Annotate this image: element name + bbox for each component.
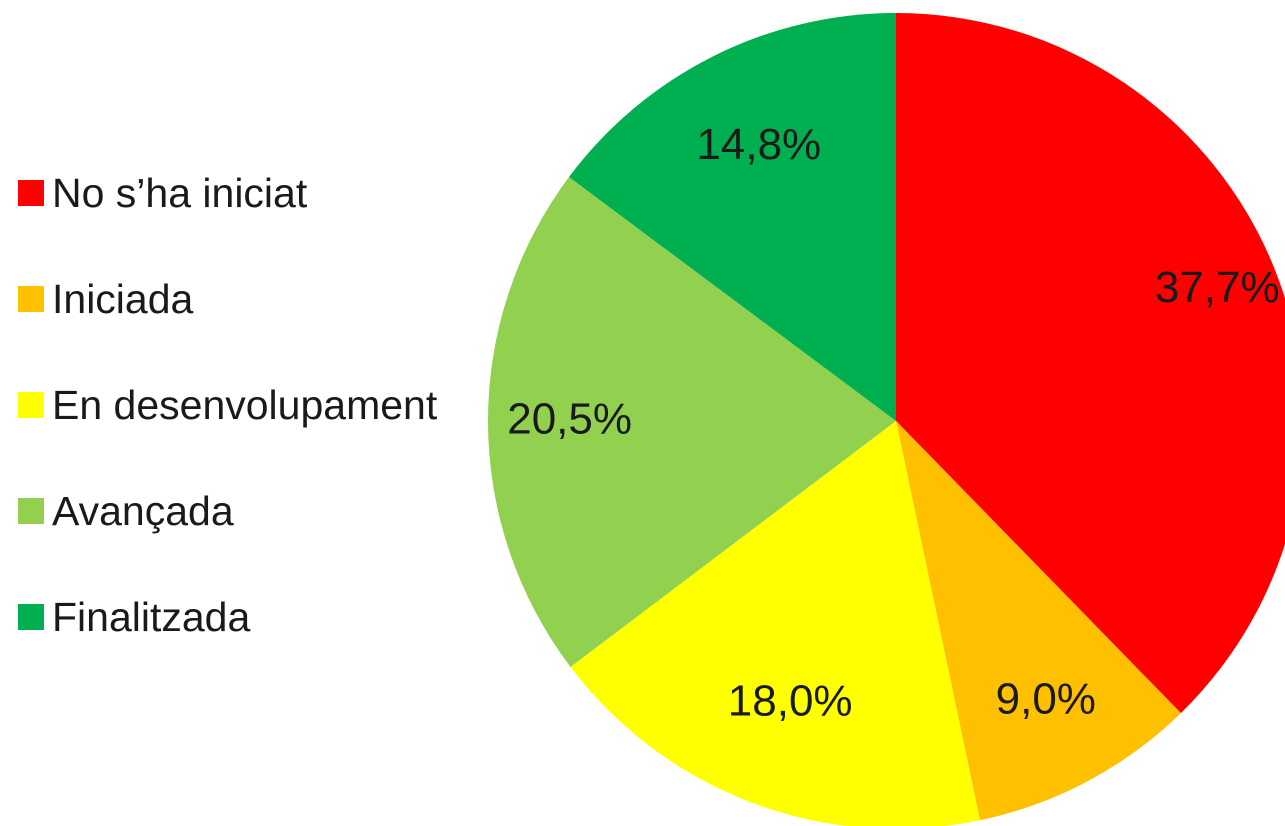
- slice-data-label: 14,8%: [696, 120, 821, 169]
- legend-swatch: [18, 286, 44, 312]
- pie-slice: [568, 13, 896, 421]
- pie-slice: [896, 421, 1181, 821]
- legend-item-avancada: Avançada: [18, 478, 488, 544]
- legend-label: Finalitzada: [52, 593, 251, 640]
- pie-slice: [488, 177, 896, 667]
- slice-data-label: 20,5%: [507, 395, 632, 444]
- legend-label: No s’ha iniciat: [52, 169, 308, 216]
- legend: No s’ha iniciat Iniciada En desenvolupam…: [18, 160, 488, 650]
- legend-item-finalitzada: Finalitzada: [18, 584, 488, 650]
- slice-data-label: 9,0%: [996, 674, 1096, 723]
- legend-item-no-sha-iniciat: No s’ha iniciat: [18, 160, 488, 226]
- legend-swatch: [18, 498, 44, 524]
- legend-swatch: [18, 604, 44, 630]
- legend-item-en-desenvolupament: En desenvolupament: [18, 372, 488, 438]
- slice-data-label: 18,0%: [728, 676, 853, 725]
- legend-swatch: [18, 180, 44, 206]
- legend-label: Avançada: [52, 487, 234, 534]
- legend-label: En desenvolupament: [52, 381, 438, 428]
- legend-label: Iniciada: [52, 275, 194, 322]
- pie-slice: [896, 13, 1285, 714]
- legend-swatch: [18, 392, 44, 418]
- pie-slice: [570, 421, 980, 826]
- slice-data-label: 37,7%: [1155, 263, 1280, 312]
- legend-item-iniciada: Iniciada: [18, 266, 488, 332]
